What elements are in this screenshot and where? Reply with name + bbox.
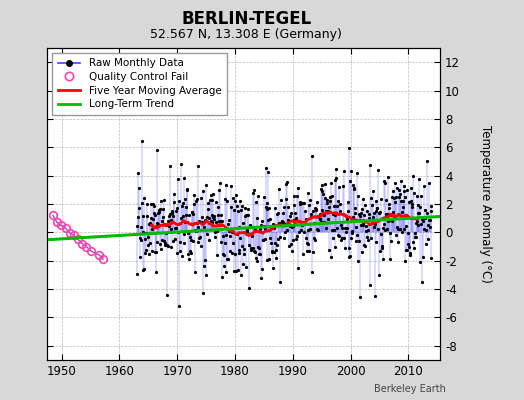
Y-axis label: Temperature Anomaly (°C): Temperature Anomaly (°C) (479, 125, 493, 283)
Legend: Raw Monthly Data, Quality Control Fail, Five Year Moving Average, Long-Term Tren: Raw Monthly Data, Quality Control Fail, … (52, 53, 227, 114)
Text: 52.567 N, 13.308 E (Germany): 52.567 N, 13.308 E (Germany) (150, 28, 342, 41)
Text: BERLIN-TEGEL: BERLIN-TEGEL (181, 10, 311, 28)
Text: Berkeley Earth: Berkeley Earth (374, 384, 445, 394)
